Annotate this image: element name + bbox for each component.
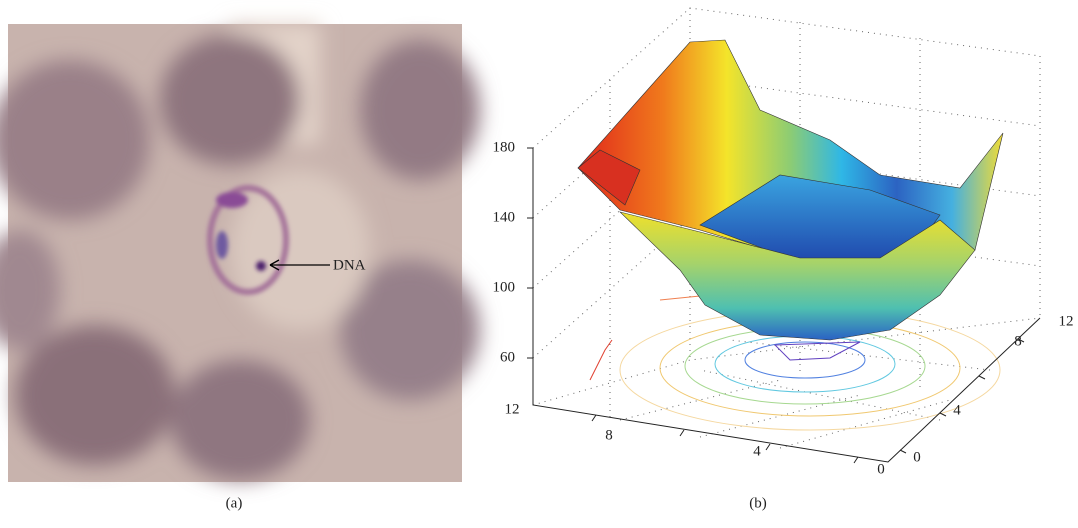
surface bbox=[577, 39, 1004, 341]
y-tick-label: 12 bbox=[1059, 313, 1074, 329]
y-tick-label: 0 bbox=[913, 449, 921, 465]
dna-label: DNA bbox=[333, 257, 366, 273]
z-tick-label: 60 bbox=[500, 349, 515, 365]
z-tick-label: 140 bbox=[493, 209, 516, 225]
y-tick-label: 4 bbox=[953, 402, 961, 418]
x-tick-label: 12 bbox=[505, 401, 520, 417]
caption-b: (b) bbox=[749, 495, 767, 511]
dna-arrow bbox=[269, 259, 330, 271]
surface-front bbox=[618, 211, 976, 341]
micrograph bbox=[0, 24, 480, 482]
z-tick-label: 100 bbox=[493, 279, 516, 295]
y-tick-label: 8 bbox=[1014, 333, 1022, 349]
axes bbox=[527, 147, 1041, 464]
caption-a: (a) bbox=[226, 495, 243, 511]
parasite bbox=[207, 185, 289, 295]
x-tick-label: 8 bbox=[605, 427, 613, 443]
z-tick-label: 180 bbox=[493, 139, 516, 155]
x-tick-label: 4 bbox=[753, 443, 761, 459]
x-tick-label: 0 bbox=[877, 461, 885, 477]
cells bbox=[0, 24, 480, 480]
surface-corner bbox=[577, 149, 641, 206]
